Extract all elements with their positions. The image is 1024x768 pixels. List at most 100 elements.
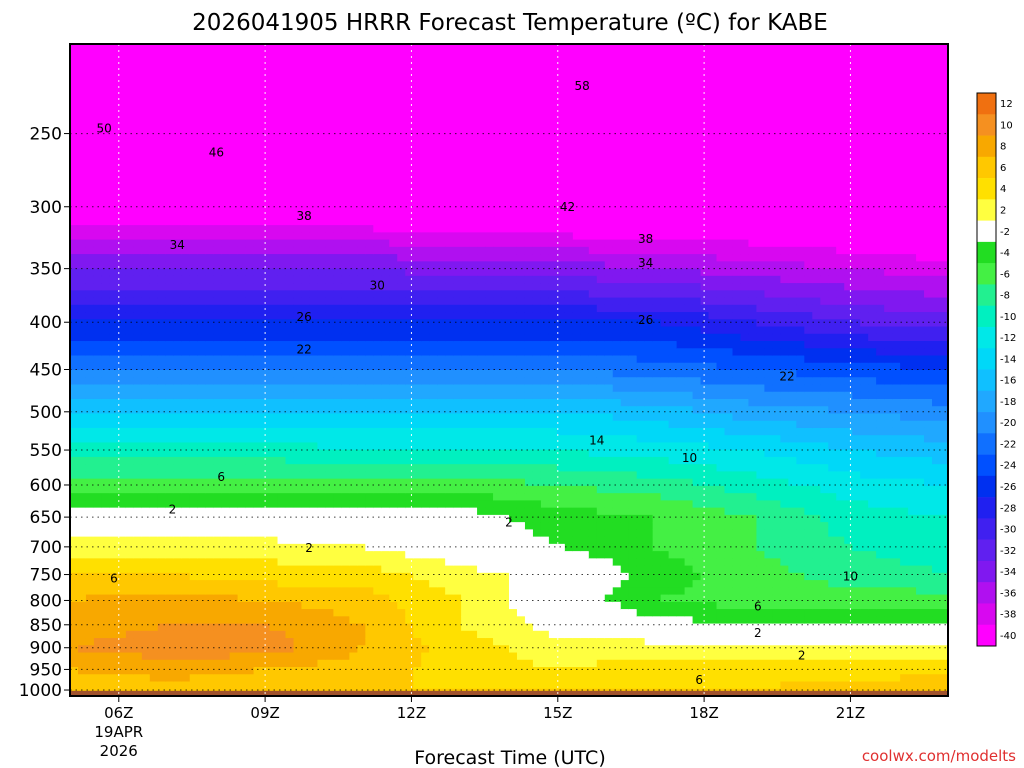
field-cell <box>237 659 247 668</box>
field-cell <box>461 152 470 161</box>
field-cell <box>157 290 167 299</box>
field-cell <box>157 239 167 248</box>
field-cell <box>149 181 159 190</box>
field-cell <box>229 355 239 364</box>
field-cell <box>469 558 478 567</box>
field-cell <box>261 609 271 617</box>
field-cell <box>301 435 311 444</box>
field-cell <box>85 652 95 661</box>
field-cell <box>469 290 478 299</box>
field-cell <box>325 565 334 574</box>
field-cell <box>501 65 510 74</box>
field-cell <box>165 630 175 639</box>
field-cell <box>117 58 127 67</box>
field-cell <box>357 471 366 480</box>
field-cell <box>453 167 462 175</box>
field-cell <box>381 123 390 132</box>
field-cell <box>453 290 462 299</box>
field-cell <box>70 442 79 451</box>
field-cell <box>333 514 342 523</box>
field-cell <box>293 398 303 407</box>
field-cell <box>213 543 223 552</box>
field-cell <box>325 304 334 313</box>
field-cell <box>389 384 398 393</box>
field-cell <box>261 188 271 197</box>
field-cell <box>437 348 446 357</box>
field-cell <box>269 377 279 386</box>
field-cell <box>341 413 350 422</box>
field-cell <box>317 101 327 110</box>
field-cell <box>245 572 255 581</box>
field-cell <box>181 130 191 139</box>
field-cell <box>429 239 438 248</box>
field-cell <box>77 652 87 661</box>
field-cell <box>197 551 207 559</box>
field-cell <box>261 123 271 132</box>
field-cell <box>165 80 175 89</box>
field-cell <box>101 80 111 89</box>
field-cell <box>173 72 183 81</box>
field-cell <box>133 304 143 313</box>
field-cell <box>109 565 119 574</box>
field-cell <box>157 333 167 342</box>
field-cell <box>397 341 406 349</box>
field-cell <box>133 384 143 393</box>
field-cell <box>309 601 319 610</box>
field-cell <box>485 529 494 538</box>
field-cell <box>485 239 494 248</box>
field-cell <box>285 464 295 473</box>
field-cell <box>125 442 135 451</box>
field-cell <box>469 427 478 436</box>
field-cell <box>333 529 342 538</box>
field-cell <box>261 94 271 103</box>
field-cell <box>93 391 103 400</box>
field-cell <box>389 145 398 154</box>
field-cell <box>469 254 478 262</box>
field-cell <box>405 304 414 313</box>
field-cell <box>389 239 398 248</box>
field-cell <box>429 275 438 284</box>
field-cell <box>445 370 454 378</box>
field-cell <box>317 370 327 378</box>
field-cell <box>125 319 135 328</box>
field-cell <box>365 283 374 291</box>
field-cell <box>261 659 271 668</box>
field-cell <box>125 413 135 422</box>
field-cell <box>117 398 127 407</box>
field-cell <box>437 268 446 277</box>
field-cell <box>165 667 175 675</box>
field-cell <box>285 522 295 530</box>
field-cell <box>125 261 135 270</box>
field-cell <box>181 500 191 509</box>
field-cell <box>469 145 478 154</box>
field-cell <box>293 572 303 581</box>
field-cell <box>453 326 462 335</box>
field-cell <box>333 152 342 161</box>
field-cell <box>221 536 231 545</box>
field-cell <box>70 551 79 559</box>
field-cell <box>245 196 255 204</box>
field-cell <box>469 72 478 81</box>
field-cell <box>397 478 406 487</box>
field-cell <box>165 536 175 545</box>
field-cell <box>285 609 295 617</box>
field-cell <box>277 514 287 523</box>
field-cell <box>221 413 231 422</box>
field-cell <box>189 109 199 118</box>
field-cell <box>341 167 350 175</box>
field-cell <box>117 319 127 328</box>
field-cell <box>445 254 454 262</box>
field-cell <box>141 551 151 559</box>
field-cell <box>173 449 183 458</box>
field-cell <box>333 413 342 422</box>
field-cell <box>269 116 279 125</box>
field-cell <box>469 413 478 422</box>
field-cell <box>205 572 215 581</box>
field-cell <box>357 370 366 378</box>
field-cell <box>77 377 87 386</box>
field-cell <box>421 645 430 654</box>
field-cell <box>157 449 167 458</box>
field-cell <box>405 681 414 690</box>
field-cell <box>277 217 287 226</box>
field-cell <box>117 478 127 487</box>
